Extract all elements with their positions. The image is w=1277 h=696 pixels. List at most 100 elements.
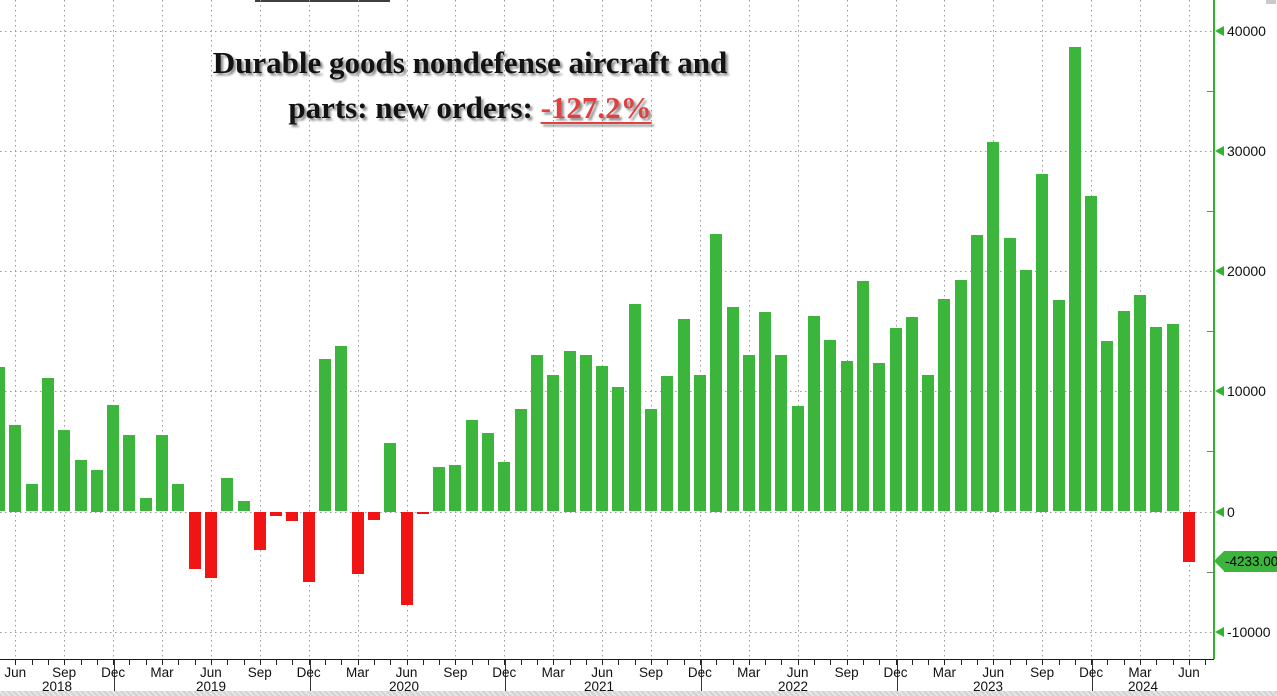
vertical-gridline — [406, 0, 408, 659]
bar — [905, 316, 918, 512]
x-axis-month-tick — [699, 660, 701, 665]
x-axis-month-tick — [227, 660, 229, 665]
bar — [530, 355, 543, 512]
x-axis-quarter-label: Jun — [200, 665, 222, 680]
x-axis-month-tick — [814, 660, 815, 665]
bar — [1036, 174, 1049, 512]
x-axis-month-tick — [129, 660, 131, 665]
vertical-gridline — [259, 0, 261, 659]
bar — [1150, 326, 1163, 512]
chart-title-line2: parts: new orders: — [288, 90, 541, 125]
x-axis-month-tick — [471, 660, 473, 665]
bar — [1182, 511, 1195, 563]
bar — [351, 511, 364, 574]
bar — [1117, 310, 1130, 512]
x-axis-month-tick — [911, 660, 913, 665]
bar — [677, 319, 690, 512]
y-axis-tick-label: 40000 — [1227, 23, 1266, 39]
x-axis-year-label: 2020 — [388, 679, 420, 694]
x-axis-month-tick — [944, 660, 946, 665]
bar — [954, 279, 967, 512]
x-axis-quarter-label: Dec — [296, 665, 321, 680]
bar — [791, 405, 804, 512]
x-axis-month-tick — [1140, 660, 1141, 665]
horizontal-gridline — [0, 151, 1214, 153]
x-axis-month-tick — [618, 660, 620, 665]
y-axis-tick-arrow — [1215, 506, 1224, 517]
bar — [25, 483, 38, 512]
bar — [547, 374, 560, 512]
x-axis-month-tick — [47, 660, 49, 665]
x-axis-quarter-label: Jun — [1178, 665, 1200, 680]
chart-title-line1: Durable goods nondefense aircraft and — [212, 45, 728, 80]
x-axis-month-tick — [797, 660, 799, 665]
vertical-gridline — [846, 0, 848, 659]
x-axis-month-tick — [1091, 660, 1093, 665]
y-axis-tick-label: 20000 — [1227, 263, 1266, 280]
x-axis-month-tick — [536, 660, 538, 665]
x-axis-month-tick — [960, 660, 962, 665]
bar — [286, 511, 299, 522]
x-axis-month-tick — [1107, 660, 1109, 665]
bar — [922, 374, 935, 512]
x-axis-month-tick — [569, 660, 571, 665]
vertical-gridline — [797, 0, 799, 659]
bar — [1019, 270, 1032, 512]
bar — [628, 303, 641, 512]
bar — [889, 327, 902, 512]
y-axis-tick-label: -10000 — [1227, 623, 1271, 640]
x-axis-year-label: 2024 — [1127, 679, 1159, 694]
bar — [498, 462, 511, 512]
vertical-gridline — [162, 0, 163, 659]
vertical-gridline — [1188, 0, 1190, 659]
bar — [0, 367, 5, 512]
x-axis-month-tick — [422, 660, 424, 665]
x-axis-month-tick — [308, 660, 310, 665]
x-axis-year-label: 2022 — [777, 679, 809, 694]
bar — [840, 361, 853, 512]
x-axis-month-tick — [488, 660, 489, 665]
x-axis-quarter-label: Mar — [737, 665, 761, 680]
x-axis-month-tick — [1205, 660, 1207, 665]
y-axis-tick-arrow — [1215, 386, 1224, 397]
x-axis-quarter-label: Mar — [1128, 665, 1152, 680]
vertical-gridline — [455, 0, 457, 659]
x-axis-month-tick — [373, 660, 375, 665]
x-axis-month-tick — [895, 660, 897, 665]
x-axis-year-label: 2021 — [583, 679, 615, 694]
cropped-footer-strip — [0, 691, 1277, 696]
bar — [1134, 295, 1146, 512]
bar — [808, 315, 820, 512]
x-axis-quarter-label: Mar — [541, 665, 565, 680]
bar — [1052, 300, 1065, 512]
bar — [416, 511, 429, 514]
bar — [107, 404, 120, 512]
vertical-gridline — [64, 0, 66, 659]
x-axis-year-label: 2018 — [41, 679, 73, 694]
x-axis-month-tick — [928, 660, 930, 665]
x-axis-month-tick — [862, 660, 864, 665]
y-axis-tick-label: 0 — [1227, 503, 1235, 520]
x-axis-year-tick — [114, 660, 116, 693]
horizontal-gridline — [0, 31, 1214, 32]
vertical-gridline — [602, 0, 604, 659]
y-axis-minor-tick — [1207, 451, 1215, 453]
bar — [449, 464, 462, 512]
bar — [90, 469, 103, 512]
x-axis-month-tick — [96, 660, 98, 665]
x-axis-month-tick — [390, 660, 392, 665]
x-axis-month-tick — [64, 660, 66, 665]
bar — [856, 280, 869, 512]
horizontal-gridline — [0, 631, 1214, 633]
x-axis-month-tick — [504, 660, 506, 665]
bar — [645, 409, 657, 512]
x-axis-month-tick — [846, 660, 848, 665]
bar — [9, 425, 22, 512]
x-axis-month-tick — [406, 660, 408, 665]
x-axis-month-tick — [830, 660, 832, 665]
bar — [41, 378, 54, 512]
bar — [319, 358, 331, 512]
bar — [188, 511, 201, 570]
vertical-gridline — [210, 0, 212, 659]
vertical-gridline — [113, 0, 115, 659]
